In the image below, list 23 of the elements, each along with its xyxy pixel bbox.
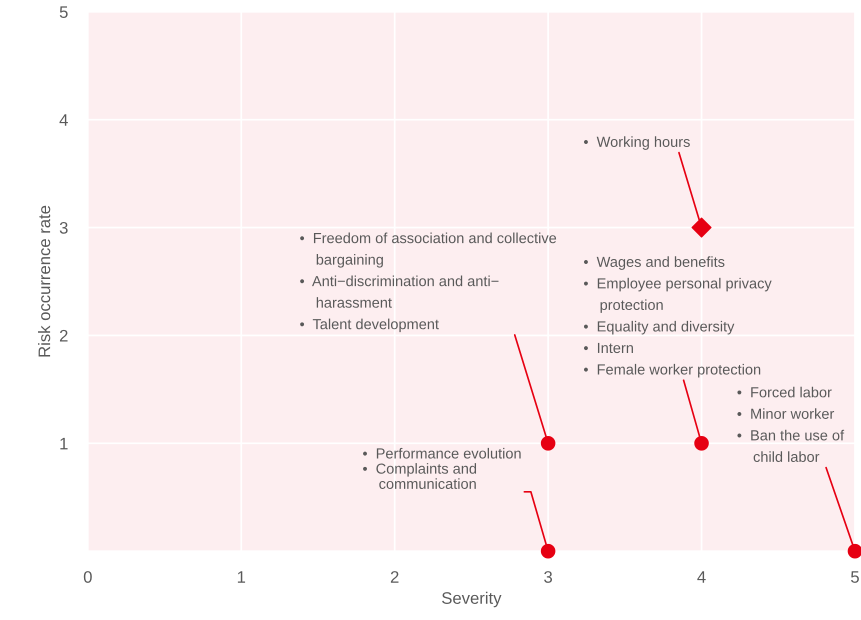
y-tick-label: 1 xyxy=(60,438,68,450)
x-axis-title: Severity xyxy=(442,592,502,608)
y-tick-label: 3 xyxy=(60,222,68,234)
annotation: • Performance evolution • Complaints and communication xyxy=(363,448,521,489)
x-tick-label: 2 xyxy=(390,571,398,583)
annotation: • Working hours xyxy=(584,136,690,150)
y-axis-title: Risk occurrence rate xyxy=(38,206,50,357)
point xyxy=(848,544,861,558)
y-tick-label: 4 xyxy=(59,114,68,126)
point xyxy=(694,436,709,451)
annotation: • Forced labor • Minor worker • Ban the use of child labor xyxy=(737,386,844,462)
point xyxy=(540,436,556,451)
y-tick-label: 2 xyxy=(60,330,68,342)
annotation: • Freedom of association and collective bargaining • Anti−discrimination and anti− harassment • Talent development xyxy=(300,232,556,332)
x-tick-label: 1 xyxy=(238,571,246,583)
point xyxy=(540,544,556,558)
x-tick-label: 3 xyxy=(544,571,552,583)
x-tick-label: 5 xyxy=(851,571,859,583)
annotation: • Wages and benefits • Employee personal privacy protection • Equality and diversity • Intern • Female worker protection xyxy=(584,256,772,378)
y-tick-label: 5 xyxy=(60,6,68,18)
x-tick-label: 0 xyxy=(84,571,92,583)
x-tick-label: 4 xyxy=(697,571,706,583)
point xyxy=(692,218,712,238)
